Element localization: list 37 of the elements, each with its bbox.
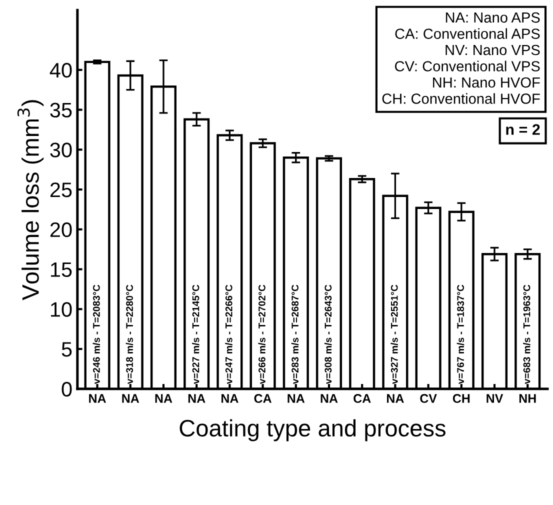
data-label: v=246 m/s - T=2083°C [92,284,100,384]
data-label: v=227 m/s - T=2145°C [192,284,200,384]
annotation: n = 2 [506,124,540,135]
data-label: v=683 m/s - T=1963°C [523,284,530,384]
data-label: v=327 m/s - T=2551°C [390,284,398,384]
annotation: NA: Nano APS CA: Conventional APS NV: Nano VPS CV: Conventional VPS NH: Nano HVOF CH: Conventional HVOF [382,12,540,104]
y-tick-label: 10 [50,302,72,317]
x-tick-label: NA [222,394,238,403]
x-tick-label: NA [122,394,140,403]
y-tick-label: 25 [50,182,72,198]
data-label: v=767 m/s - T=1837°C [456,284,464,384]
x-axis-title: Coating type and process [180,419,446,442]
data-label: v=283 m/s - T=2687°C [291,284,299,384]
y-axis-title: Volume loss (mm$^{3}$) [17,100,44,300]
x-tick-label: CA [354,394,371,403]
data-label: v=266 m/s - T=2702°C [258,284,266,384]
y-tick-label: 5 [62,342,72,357]
x-tick-label: NH [519,394,536,403]
y-tick-label: 20 [50,222,72,238]
x-tick-label: NA [89,394,106,403]
y-tick-label: 15 [50,262,72,277]
data-label: v=318 m/s - T=2280°C [126,284,134,384]
y-tick-label: 30 [50,142,72,158]
data-label: v=308 m/s - T=2643°C [324,284,332,384]
data-label: v=247 m/s - T=2266°C [225,284,232,384]
x-tick-label: NV [486,394,504,403]
x-tick-label: CV [420,394,437,403]
x-tick-label: NA [387,394,404,403]
x-tick-label: CA [254,394,272,403]
y-tick-label: 0 [62,382,72,397]
x-tick-label: NA [288,394,305,403]
y-tick-label: 35 [50,102,72,118]
x-tick-label: NA [155,394,172,403]
x-tick-label: NA [320,394,338,403]
y-tick-label: 40 [50,62,72,78]
x-tick-label: CH [452,394,470,403]
x-tick-label: NA [188,394,206,403]
